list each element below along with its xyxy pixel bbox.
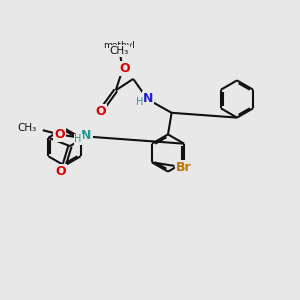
Text: methyl: methyl — [103, 41, 135, 50]
Text: O: O — [56, 165, 66, 178]
Text: H: H — [136, 97, 143, 107]
Text: O: O — [54, 128, 65, 141]
Text: H: H — [74, 134, 82, 145]
Text: O: O — [119, 62, 130, 75]
Text: CH₃: CH₃ — [110, 46, 129, 56]
Text: N: N — [143, 92, 153, 105]
Text: O: O — [95, 105, 106, 119]
Text: Br: Br — [176, 160, 192, 174]
Text: N: N — [81, 129, 92, 142]
Text: CH₃: CH₃ — [17, 123, 36, 133]
